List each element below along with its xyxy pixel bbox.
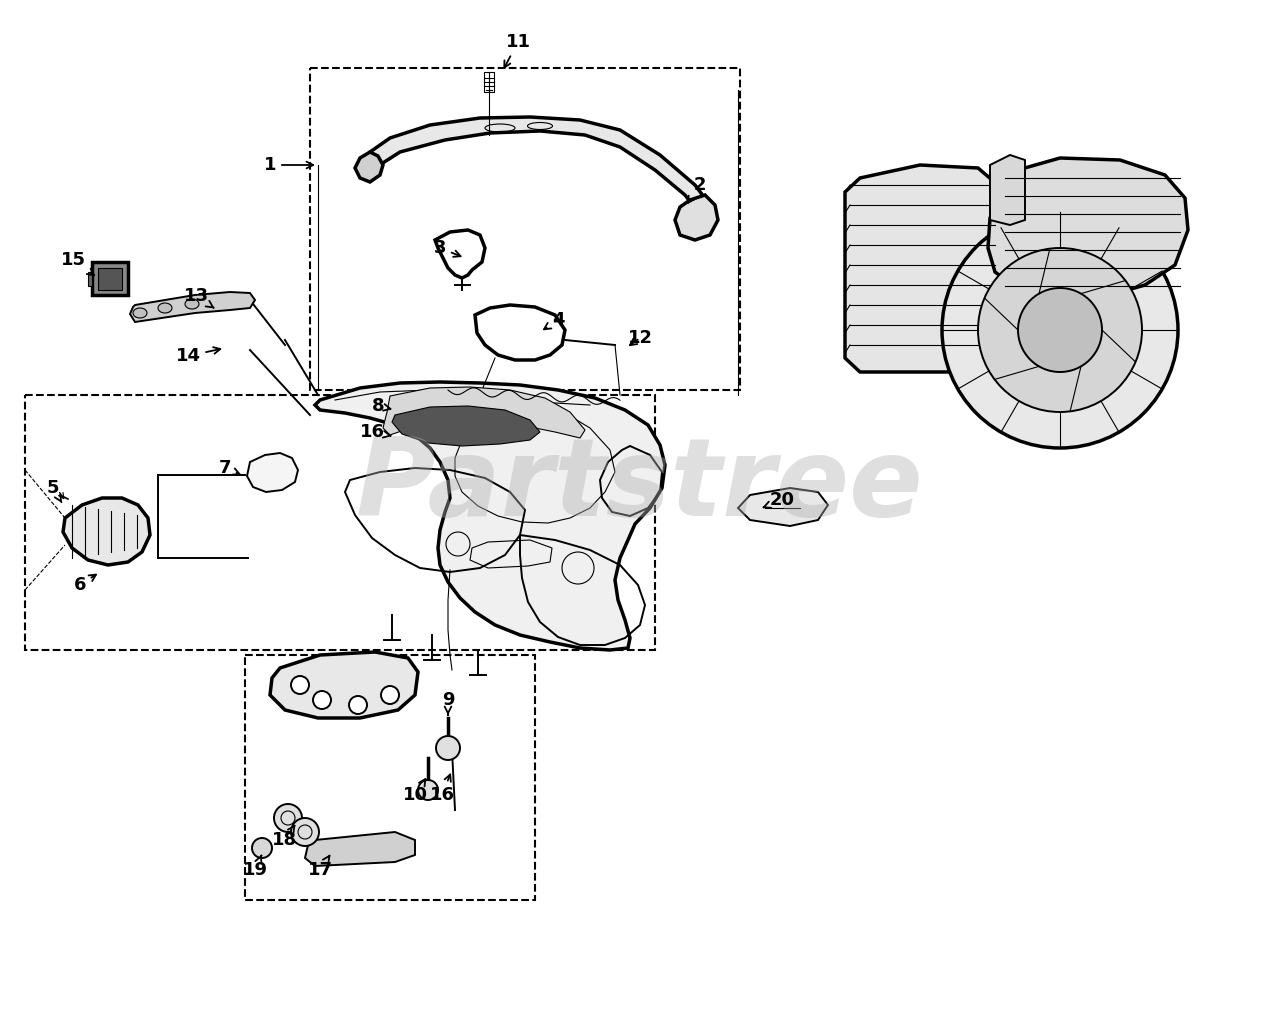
Polygon shape [383,387,585,438]
Text: 18: 18 [273,826,297,849]
Circle shape [436,736,460,760]
Polygon shape [370,116,710,212]
Text: 11: 11 [504,33,530,68]
Bar [244,655,535,900]
Polygon shape [845,165,998,372]
Circle shape [314,691,332,709]
Text: 19: 19 [242,856,268,879]
Bar [26,395,655,650]
Text: 14: 14 [175,347,220,365]
Circle shape [349,696,367,714]
Text: 4: 4 [544,311,564,329]
Text: 20: 20 [764,491,795,509]
Circle shape [291,676,308,694]
Text: 3: 3 [434,239,461,257]
Ellipse shape [186,299,198,309]
Polygon shape [988,158,1188,298]
Text: 15: 15 [60,251,95,276]
Text: 2: 2 [687,176,707,203]
Text: 12: 12 [627,329,653,347]
Text: 16: 16 [430,775,454,804]
Polygon shape [92,262,128,295]
Text: 17: 17 [307,856,333,879]
Text: 8: 8 [371,397,390,415]
Text: 1: 1 [264,156,314,174]
Polygon shape [99,268,122,290]
Circle shape [381,686,399,704]
Ellipse shape [157,303,172,313]
Circle shape [274,804,302,832]
Text: Partstree: Partstree [356,434,924,539]
Text: 6: 6 [74,574,96,594]
Text: 7: 7 [219,459,239,477]
Polygon shape [63,498,150,565]
Polygon shape [989,155,1025,225]
Circle shape [1018,288,1102,372]
Circle shape [291,819,319,846]
Polygon shape [675,194,718,240]
Text: 5: 5 [47,479,61,502]
Circle shape [978,248,1142,412]
Polygon shape [247,453,298,492]
Text: 10: 10 [402,779,428,804]
Ellipse shape [133,308,147,318]
Circle shape [942,212,1178,448]
Polygon shape [88,272,92,286]
Circle shape [419,780,438,800]
Text: 13: 13 [183,287,214,308]
Polygon shape [131,292,255,322]
Text: 9: 9 [442,691,454,714]
Polygon shape [355,152,383,182]
Text: 16: 16 [360,423,390,441]
Polygon shape [270,652,419,718]
Polygon shape [392,406,540,446]
Bar [310,68,740,390]
Circle shape [252,838,273,858]
Polygon shape [305,832,415,866]
Polygon shape [315,382,666,650]
Polygon shape [739,488,828,526]
